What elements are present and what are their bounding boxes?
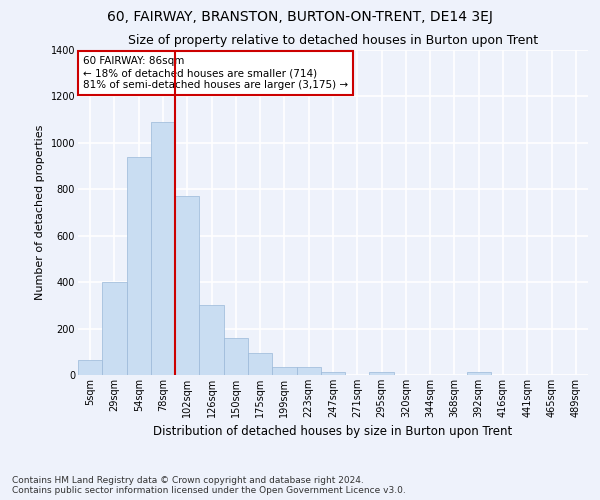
Bar	[175, 196, 199, 375]
Bar	[248, 353, 272, 375]
Text: 60 FAIRWAY: 86sqm
← 18% of detached houses are smaller (714)
81% of semi-detache: 60 FAIRWAY: 86sqm ← 18% of detached hous…	[83, 56, 348, 90]
Bar	[370, 372, 394, 375]
Bar	[321, 372, 345, 375]
Bar	[199, 306, 224, 375]
Text: 60, FAIRWAY, BRANSTON, BURTON-ON-TRENT, DE14 3EJ: 60, FAIRWAY, BRANSTON, BURTON-ON-TRENT, …	[107, 10, 493, 24]
X-axis label: Distribution of detached houses by size in Burton upon Trent: Distribution of detached houses by size …	[154, 426, 512, 438]
Bar	[224, 338, 248, 375]
Title: Size of property relative to detached houses in Burton upon Trent: Size of property relative to detached ho…	[128, 34, 538, 48]
Bar	[467, 372, 491, 375]
Bar	[102, 282, 127, 375]
Bar	[78, 360, 102, 375]
Y-axis label: Number of detached properties: Number of detached properties	[35, 125, 45, 300]
Bar	[127, 157, 151, 375]
Text: Contains HM Land Registry data © Crown copyright and database right 2024.
Contai: Contains HM Land Registry data © Crown c…	[12, 476, 406, 495]
Bar	[296, 367, 321, 375]
Bar	[151, 122, 175, 375]
Bar	[272, 367, 296, 375]
